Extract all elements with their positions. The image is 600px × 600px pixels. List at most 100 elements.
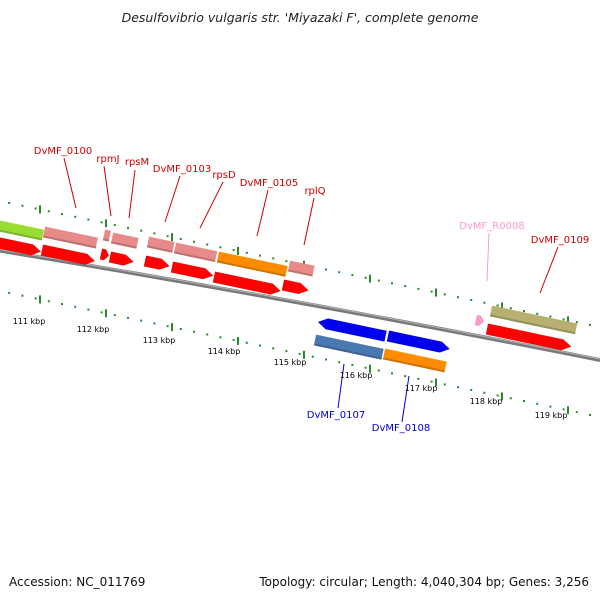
lower-minor-tick [589,413,591,416]
upper-minor-tick [232,249,235,252]
leader-dvmf-0107 [337,363,345,409]
cds-dvmf-0103-shape [143,255,170,270]
track-dvmf-0103-fill [146,236,175,253]
label-rpmj[interactable]: rpmJ [96,154,119,165]
track-dvmf-0108 [382,348,447,373]
lower-minor-tick [153,322,156,325]
cds-dvmf-0100-shape [40,244,96,265]
upper-minor-tick [87,218,90,221]
label-rplq[interactable]: rplQ [304,186,325,197]
upper-minor-tick [417,287,420,290]
track-rpsd [173,242,218,263]
label-leader-lines [63,157,559,423]
cds-dvmf-0109 [485,323,572,351]
lower-minor-tick [496,394,499,397]
rna-dvmf-r0008-shape [474,314,485,326]
cds-rpsd-shape [170,261,214,280]
scale-label-119: 119 kbp [535,411,568,420]
track-rpsd-shade [173,251,216,263]
upper-minor-tick [34,207,37,210]
upper-minor-tick [549,315,552,318]
upper-minor-tick [575,321,578,324]
scale-label-115: 115 kbp [274,358,307,367]
upper-minor-tick [74,215,77,218]
lower-minor-tick [470,388,473,391]
upper-minor-tick [153,232,156,235]
lower-minor-tick [338,361,341,364]
track-rpmj-shade [102,238,110,242]
lower-minor-tick [311,355,314,358]
accession-footer: Accession: NC_011769 [9,575,146,589]
upper-minor-tick [404,285,407,288]
upper-minor-tick [443,293,446,296]
track-dvmf-0100-fill [42,226,98,249]
lower-minor-tick [179,327,182,330]
upper-minor-tick [430,290,433,293]
lower-minor-tick [61,303,63,306]
track-dvmf-0107-shade [313,343,382,360]
scale-label-113: 113 kbp [143,336,176,345]
cds-dvmf-0108 [386,330,451,353]
upper-minor-tick [272,257,275,260]
upper-minor-tick [100,221,103,224]
lower-minor-tick [74,305,77,308]
cds-left-shape [0,235,42,256]
track-dvmf-0107-fill [313,334,384,360]
lower-minor-tick [113,314,116,317]
upper-minor-tick [61,213,63,216]
lower-minor-tick [21,294,24,297]
leader-rpsm [128,169,136,219]
label-dvmf-0100[interactable]: DvMF_0100 [34,146,92,157]
label-dvmf-0105[interactable]: DvMF_0105 [240,178,298,189]
lower-minor-tick [140,319,143,322]
lower-minor-tick [391,372,393,375]
track-rpsd-fill [173,242,218,263]
cds-rplq [281,279,309,295]
cds-dvmf-0108-shape [386,330,451,353]
upper-minor-tick [536,312,539,315]
upper-minor-tick [8,201,11,204]
track-dvmf-0103 [146,236,175,253]
label-dvmf-0108[interactable]: DvMF_0108 [372,423,430,434]
leader-rpsd [199,181,224,229]
track-rpsm-fill [110,232,139,249]
track-dvmf-0108-shade [382,357,445,373]
cds-rpsm-shape [108,251,134,266]
scale-label-117: 117 kbp [405,384,438,393]
lower-minor-tick [523,400,525,403]
label-rpsm[interactable]: rpsM [125,157,149,168]
upper-minor-tick [377,279,380,282]
backbone-line [0,248,600,363]
cds-arrows [0,235,572,353]
lower-minor-tick [127,316,129,319]
lower-tick-track [8,291,591,416]
cds-dvmf-0107 [317,318,387,342]
lower-minor-tick [206,333,209,336]
track-dvmf-0108-fill [382,348,447,373]
scale-label-111: 111 kbp [13,317,46,326]
scale-label-118: 118 kbp [470,397,503,406]
track-dvmf-0105-shade [216,260,286,277]
track-green-shade [0,227,43,241]
label-dvmf-r0008[interactable]: DvMF_R0008 [459,221,524,232]
label-rpsd[interactable]: rpsD [212,170,236,181]
upper-minor-tick [325,268,327,271]
scale-label-116: 116 kbp [340,371,373,380]
track-rpsm-shade [110,241,137,249]
track-dvmf-0103-shade [146,245,173,253]
track-dvmf-0109-shade [489,314,576,335]
leader-rplq [303,197,315,246]
label-dvmf-0107[interactable]: DvMF_0107 [307,410,365,421]
lower-minor-tick [351,364,354,367]
upper-minor-tick [496,304,499,307]
upper-minor-tick [351,274,354,277]
leader-rpmj [103,165,112,217]
cds-dvmf-0107-shape [317,318,387,342]
label-dvmf-0103[interactable]: DvMF_0103 [153,164,211,175]
upper-minor-tick [21,204,24,207]
lower-minor-tick [87,308,90,311]
label-dvmf-0109[interactable]: DvMF_0109 [531,235,589,246]
lower-minor-tick [443,383,446,386]
upper-minor-tick [470,298,473,301]
lower-minor-tick [536,402,539,405]
